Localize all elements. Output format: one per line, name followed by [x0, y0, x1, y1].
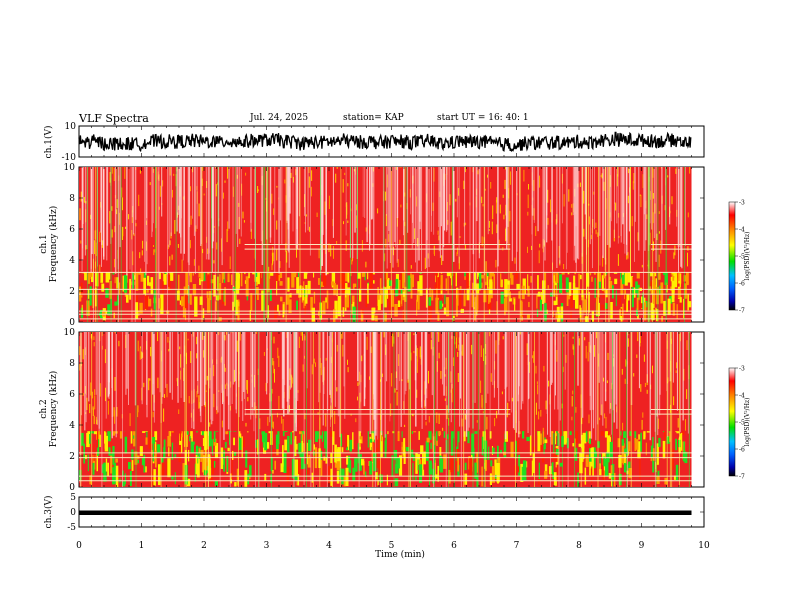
x-tick-label: 8	[576, 541, 582, 551]
ch2-colorbar-tick: -3	[739, 366, 745, 373]
ch2-freq-tick-label: 8	[69, 359, 75, 369]
ch1-colorbar-tick: -7	[739, 308, 745, 315]
x-tick-label: 9	[639, 541, 645, 551]
x-tick-label: 10	[698, 541, 710, 551]
ch3-ylabel: ch.3(V)	[43, 496, 54, 529]
ch1-colorbar	[728, 201, 736, 311]
ch1-freq-tick-label: 2	[69, 287, 75, 297]
x-tick-label: 5	[389, 541, 395, 551]
ch1-colorbar-tick: -4	[739, 227, 745, 234]
ch3-waveform-band	[79, 510, 692, 515]
ch1-spec-ylabel-top: ch.1	[39, 234, 49, 253]
x-tick-label: 6	[451, 541, 457, 551]
ch2-colorbar-tick: -7	[739, 474, 745, 481]
ch1-colorbar-tick: -3	[739, 200, 745, 207]
ch3-ytick-label: 0	[70, 508, 76, 518]
x-tick-label: 1	[139, 541, 145, 551]
ch2-colorbar-tick: -4	[739, 393, 745, 400]
ch2-freq-tick-label: 0	[69, 483, 75, 493]
ch1-colorbar-label: log(PSD)(V²/Hz)	[744, 232, 751, 281]
x-tick-label: 7	[514, 541, 520, 551]
x-tick-label: 4	[326, 541, 332, 551]
date-label: Jul. 24, 2025	[250, 113, 309, 123]
ch2-colorbar-tick: -5	[739, 420, 745, 427]
ch1-freq-tick-label: 0	[69, 318, 75, 328]
ch1-colorbar-tick: -6	[739, 281, 745, 288]
ch2-freq-tick-label: 10	[64, 328, 76, 338]
ch2-spec-ylabel: Frequency (kHz)	[48, 371, 59, 448]
ch2-freq-tick-label: 4	[69, 421, 75, 431]
ch1-waveform-line	[78, 131, 692, 153]
chart-title: VLF Spectra	[79, 112, 149, 125]
x-axis-label: Time (min)	[375, 549, 425, 560]
ch2-freq-tick-label: 2	[69, 452, 75, 462]
ch1-spectrogram-image	[79, 167, 692, 322]
x-tick-label: 0	[76, 541, 82, 551]
start-time-label: start UT = 16: 40: 1	[437, 113, 529, 123]
ch1-ylabel: ch.1(V)	[43, 126, 54, 159]
x-tick-label: 2	[201, 541, 207, 551]
x-tick-label: 3	[264, 541, 270, 551]
ch1-spec-ylabel: Frequency (kHz)	[48, 206, 59, 283]
ch2-colorbar	[728, 367, 736, 477]
ch1-freq-tick-label: 10	[64, 163, 76, 173]
ch1-ytick-label: 10	[65, 122, 77, 132]
ch1-freq-tick-label: 8	[69, 194, 75, 204]
ch1-colorbar-tick: -5	[739, 254, 745, 261]
station-label: station= KAP	[343, 113, 404, 123]
ch1-ytick-label: -10	[62, 153, 77, 163]
ch2-spec-ylabel-top: ch.2	[39, 399, 49, 418]
ch3-ytick-label: -5	[67, 523, 76, 533]
ch1-freq-tick-label: 6	[69, 225, 75, 235]
ch2-colorbar-tick: -6	[739, 447, 745, 454]
ch2-freq-tick-label: 6	[69, 390, 75, 400]
ch1-freq-tick-label: 4	[69, 256, 75, 266]
axes-ticks: 0 1 2 3 4 5 6 7 8 9 1010-1050-502468100246810-3-4-…	[62, 122, 746, 551]
ch2-colorbar-label: log(PSD)(V²/Hz)	[744, 398, 751, 447]
ch3-ytick-label: 5	[70, 493, 76, 503]
ch2-spectrogram-image	[79, 332, 692, 487]
